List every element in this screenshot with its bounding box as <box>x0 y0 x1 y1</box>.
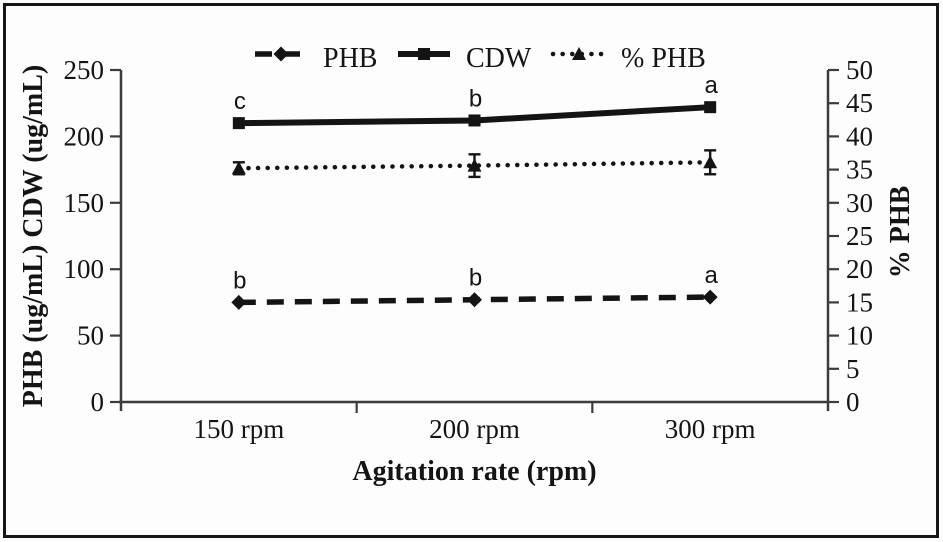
right-axis-tick-label: 10 <box>846 321 873 351</box>
legend-label-cdw: CDW <box>466 43 532 74</box>
left-axis-tick-label: 250 <box>64 55 105 85</box>
x-category-label-300-rpm: 300 rpm <box>665 414 756 444</box>
significance-letter-cdw: b <box>469 85 482 112</box>
data-point-square-cdw <box>704 101 717 114</box>
significance-letter-cdw: a <box>704 72 718 99</box>
right-axis-tick-label: 45 <box>846 88 873 118</box>
right-axis-tick-label: 5 <box>846 354 860 384</box>
significance-letter-phb: b <box>233 267 246 294</box>
significance-letter-phb: a <box>704 262 718 289</box>
left-axis-tick-label: 100 <box>64 254 105 284</box>
right-axis-tick-label: 15 <box>846 287 873 317</box>
x-category-label-200-rpm: 200 rpm <box>429 414 520 444</box>
legend-square-icon <box>418 48 430 60</box>
significance-letter-cdw: c <box>234 88 246 115</box>
legend-triangle-icon <box>572 47 586 60</box>
data-point-diamond-phb <box>467 292 482 308</box>
right-axis-tick-label: 25 <box>846 221 873 251</box>
right-axis-tick-label: 40 <box>846 121 873 151</box>
right-axis-tick-label: 0 <box>846 387 860 417</box>
right-axis-tick-label: 50 <box>846 55 873 85</box>
data-point-square-cdw <box>232 117 245 130</box>
left-axis-tick-label: 50 <box>77 321 104 351</box>
data-point-triangle-phb <box>467 158 482 172</box>
legend-label-phb: PHB <box>323 43 377 74</box>
left-axis-tick-label: 0 <box>91 387 105 417</box>
significance-letter-phb: b <box>469 265 482 292</box>
data-point-square-cdw <box>468 114 481 127</box>
x-category-label-150-rpm: 150 rpm <box>193 414 284 444</box>
series-line-phb <box>236 160 713 171</box>
legend-diamond-icon <box>273 46 289 62</box>
right-axis-tick-label: 20 <box>846 254 873 284</box>
right-axis-tick-label: 35 <box>846 155 873 185</box>
left-axis-tick-label: 150 <box>64 188 105 218</box>
x-axis-title: Agitation rate (rpm) <box>352 456 596 487</box>
left-y-axis-title: PHB (ug/mL) CDW (ug/mL) <box>18 65 49 408</box>
data-point-triangle-phb <box>703 155 718 169</box>
legend-label-phb: % PHB <box>621 43 706 74</box>
data-point-triangle-phb <box>231 161 246 175</box>
data-point-diamond-phb <box>231 294 247 310</box>
right-y-axis-title: % PHB <box>885 186 916 279</box>
left-axis-tick-label: 200 <box>64 121 105 151</box>
data-point-diamond-phb <box>702 289 718 305</box>
right-axis-tick-label: 30 <box>846 188 873 218</box>
